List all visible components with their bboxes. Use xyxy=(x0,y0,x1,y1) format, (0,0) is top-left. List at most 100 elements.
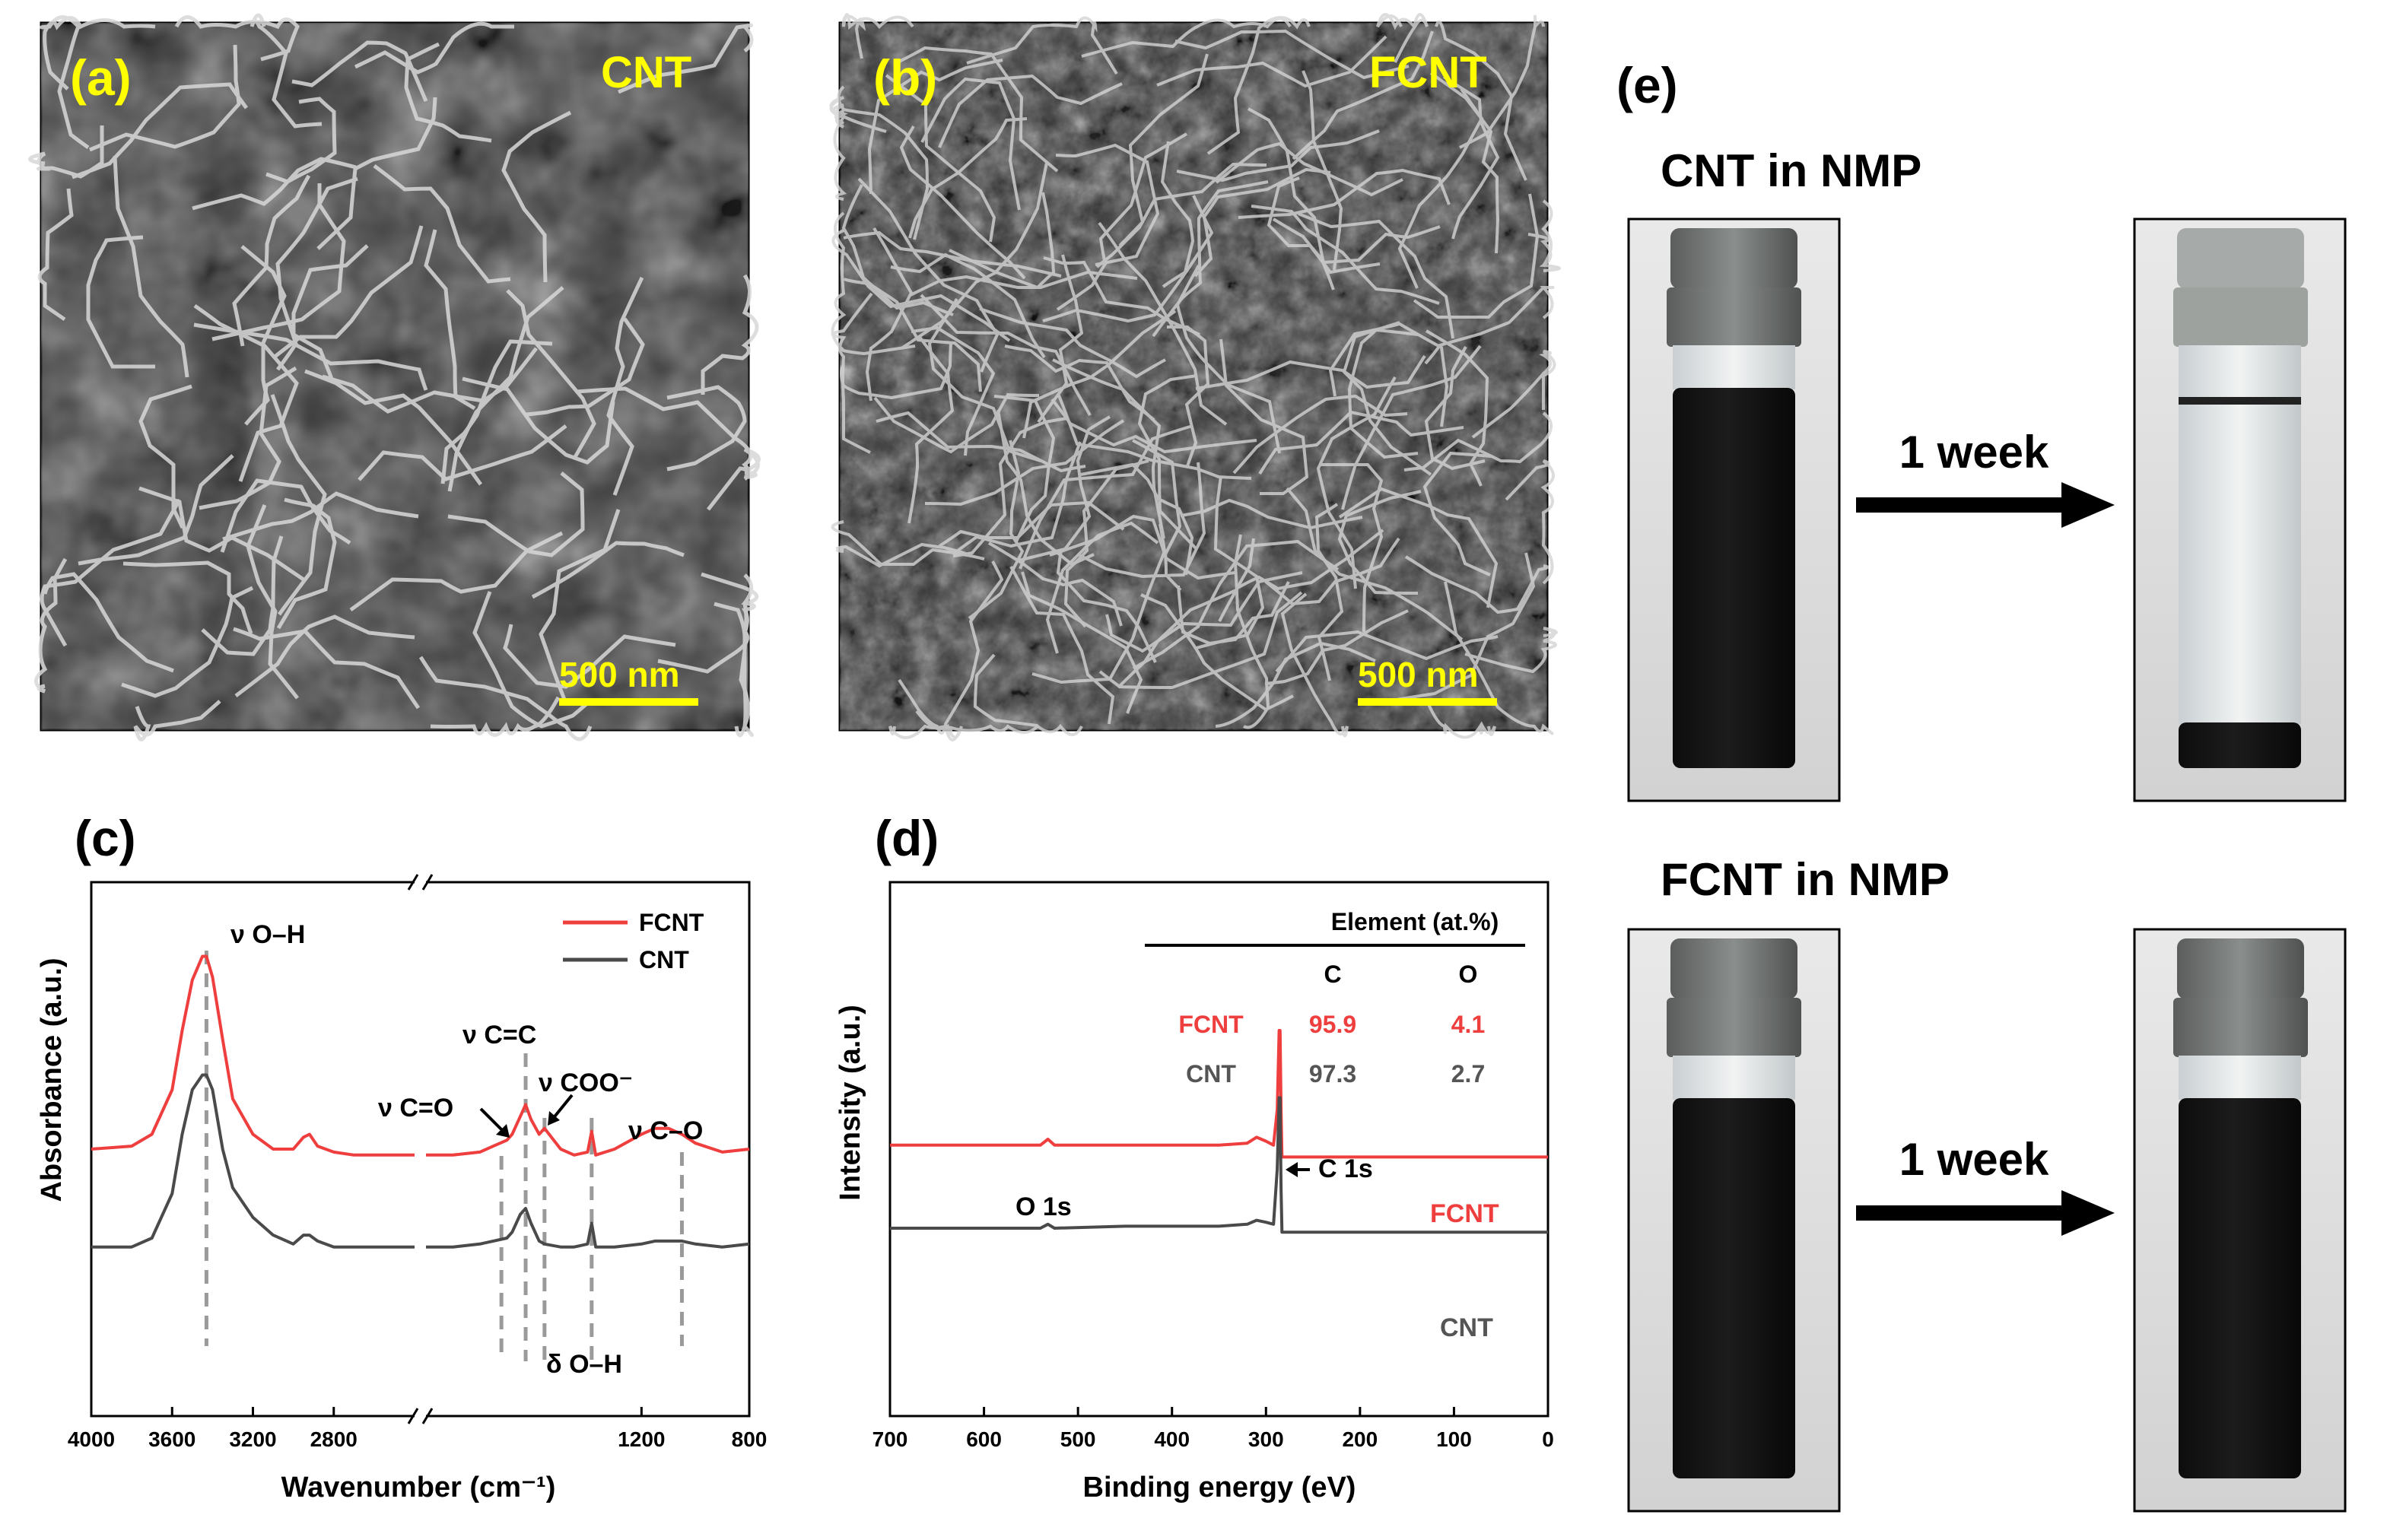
nanotube-strand xyxy=(1286,487,1464,641)
nanotube-strand xyxy=(503,624,676,689)
arrow-label-top: 1 week xyxy=(1899,427,2049,478)
nanotube-strand xyxy=(1314,503,1344,681)
nanotube-strand xyxy=(1471,350,1556,439)
panel-letter-e: (e) xyxy=(1616,57,1678,113)
nanotube-strand xyxy=(1505,459,1555,585)
xps-plot-area: 700 600 500 400 300 200 100 0 xyxy=(872,881,1554,1451)
nanotube-strand xyxy=(1021,571,1143,714)
nanotube-strand xyxy=(1251,205,1440,305)
table-col-o: O xyxy=(1459,961,1478,988)
x-tick-label: 600 xyxy=(966,1427,1002,1451)
nanotube-strand xyxy=(1275,630,1499,673)
nanotube-strand xyxy=(968,440,1025,620)
nanotube-strand xyxy=(701,274,759,395)
ftir-series-cnt xyxy=(91,1073,415,1249)
nanotube-strand xyxy=(250,13,323,129)
xps-x-axis-title: Binding energy (eV) xyxy=(1083,1472,1356,1503)
nanotube-strand xyxy=(841,13,914,59)
nanotube-strand xyxy=(304,369,483,486)
x-tick-label: 500 xyxy=(1060,1427,1096,1451)
panel-letter-d: (d) xyxy=(875,810,939,866)
nanotube-strand xyxy=(501,110,572,283)
annotation-c-o-stretch: ν C–O xyxy=(628,1116,703,1145)
nanotube-strand xyxy=(270,394,327,616)
panel-letter-b: (b) xyxy=(873,49,937,106)
nanotube-strand xyxy=(1396,552,1536,701)
scale-bar-label-a: 500 nm xyxy=(559,655,680,694)
sem-image-cnt: (a) CNT 500 nm xyxy=(28,13,761,741)
nanotube-strand xyxy=(28,125,104,179)
nanotube-strand xyxy=(539,509,621,704)
scale-bar-a xyxy=(559,698,698,706)
nanotube-strand xyxy=(1272,218,1441,265)
nanotube-strand xyxy=(1280,592,1349,738)
nanotube-strand xyxy=(1196,475,1265,649)
nanotube-strand xyxy=(841,276,982,392)
nanotube-strand xyxy=(472,591,590,729)
nanotube-strand xyxy=(1338,487,1499,608)
nanotube-strand xyxy=(138,384,192,529)
nanotube-strand xyxy=(1404,555,1549,614)
nanotube-strand xyxy=(938,500,1125,548)
nanotube-strand xyxy=(447,472,585,557)
nanotube-strand xyxy=(617,23,754,94)
vial-title-fcnt: FCNT in NMP xyxy=(1661,854,1950,905)
nanotube-strand xyxy=(89,44,241,152)
label-c1s: C 1s xyxy=(1318,1154,1373,1183)
arrowhead-top xyxy=(2061,482,2115,528)
nanotube-strand xyxy=(1264,609,1409,685)
nanotube-strand xyxy=(1342,321,1432,476)
nanotube-strand xyxy=(899,125,1026,280)
nanotube-strand xyxy=(1302,70,1343,271)
nanotube-strand xyxy=(1063,459,1149,628)
nanotube-strand xyxy=(192,157,357,211)
ftir-series-cnt xyxy=(426,1207,750,1249)
nanotube-strand xyxy=(1464,627,1558,674)
ftir-y-axis-title: Absorbance (a.u.) xyxy=(36,958,68,1202)
x-tick-label: 700 xyxy=(872,1427,908,1451)
label-fcnt-spectrum: FCNT xyxy=(1430,1199,1499,1228)
nanotube-strand xyxy=(37,188,74,322)
vial-fcnt-after-week xyxy=(2133,928,2347,1513)
xps-labels: O 1s C 1s FCNT CNT xyxy=(1016,1154,1499,1342)
arrowhead-bottom xyxy=(2061,1190,2115,1236)
annotation-oh-stretch: ν O–H xyxy=(230,920,305,949)
nanotube-strand xyxy=(1258,410,1464,475)
nanotube-strand xyxy=(86,235,155,369)
nanotube-strand xyxy=(234,614,415,697)
nanotube-strand xyxy=(1037,254,1084,424)
nanotube-strand xyxy=(1132,539,1340,670)
arrow-top: 1 week xyxy=(1856,427,2115,528)
nanotube-strand xyxy=(240,245,287,426)
nanotube-strand xyxy=(1057,395,1252,480)
xps-series-cnt xyxy=(890,1096,1548,1234)
nanotube-strand xyxy=(1055,143,1160,266)
axis-break-mark xyxy=(407,1408,419,1424)
table-row-fcnt-name: FCNT xyxy=(1178,1011,1244,1038)
nanotube-strand xyxy=(943,560,1004,736)
nanotube-strand xyxy=(707,447,761,511)
nanotube-strand xyxy=(873,392,1040,454)
nanotube-strand xyxy=(526,317,645,417)
nanotube-strand xyxy=(714,602,754,738)
nanotube-strand xyxy=(1424,285,1555,365)
annotation-cc-stretch: ν C=C xyxy=(462,1021,536,1049)
nanotube-strand xyxy=(979,307,1166,379)
nanotube-strand xyxy=(1045,521,1159,654)
axis-break-mark xyxy=(407,874,419,891)
nanotube-strand xyxy=(666,385,747,472)
x-tick-label: 100 xyxy=(1436,1427,1472,1451)
nanotube-strand xyxy=(1215,641,1376,728)
x-tick-label: 400 xyxy=(1154,1427,1190,1451)
nanotube-strand xyxy=(1232,394,1408,475)
nanotube-strand xyxy=(121,586,254,698)
nanotube-strand xyxy=(354,21,514,75)
nanotube-strand xyxy=(1098,221,1228,426)
nanotube-strand xyxy=(1298,212,1454,339)
nanotube-strand xyxy=(1424,345,1486,471)
nanotube-strand xyxy=(1413,193,1540,319)
nanotube-strand xyxy=(1105,571,1303,653)
arrowhead-coo xyxy=(548,1111,560,1126)
x-tick-label: 300 xyxy=(1248,1427,1284,1451)
